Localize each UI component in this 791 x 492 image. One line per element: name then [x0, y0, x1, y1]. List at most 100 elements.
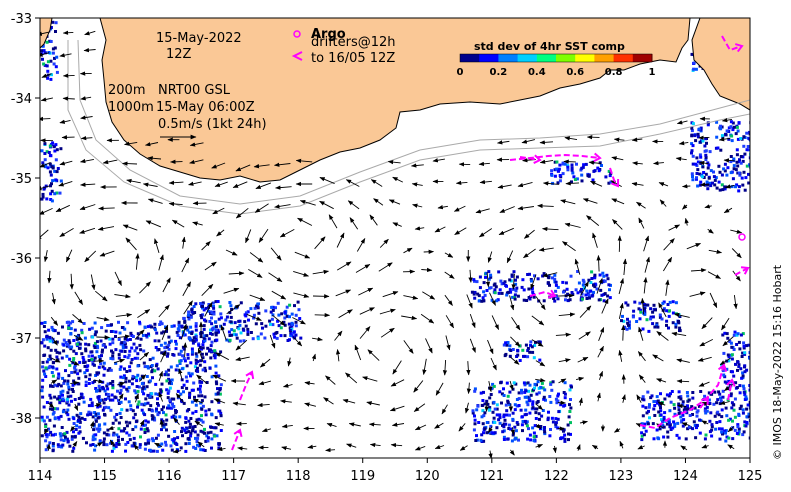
sst-pixel — [190, 308, 194, 312]
sst-pixel — [671, 321, 675, 325]
current-vector — [638, 374, 646, 383]
sst-pixel — [475, 280, 479, 284]
sst-pixel — [698, 404, 701, 408]
sst-pixel — [699, 180, 703, 184]
sst-pixel — [495, 426, 499, 430]
sst-pixel — [214, 320, 218, 324]
current-vector — [668, 224, 681, 231]
sst-pixel — [141, 389, 144, 393]
sst-pixel — [71, 320, 75, 324]
sst-pixel — [581, 278, 585, 282]
sst-pixel — [676, 421, 680, 425]
sst-pixel — [705, 409, 709, 413]
sst-pixel — [737, 189, 741, 193]
sst-pixel — [103, 413, 107, 417]
sst-pixel — [692, 67, 696, 71]
sst-pixel — [51, 365, 55, 369]
sst-pixel — [60, 445, 64, 449]
sst-pixel — [734, 132, 738, 136]
sst-pixel — [563, 437, 567, 441]
sst-pixel — [184, 431, 188, 434]
sst-pixel — [294, 313, 298, 317]
sst-pixel — [607, 181, 611, 185]
sst-pixel — [722, 351, 726, 355]
current-vector — [557, 293, 575, 298]
sst-pixel — [140, 382, 144, 386]
sst-pixel — [743, 398, 747, 401]
sst-pixel — [716, 410, 720, 414]
sst-pixel — [541, 386, 545, 390]
sst-pixel — [674, 322, 678, 326]
sst-pixel — [110, 349, 113, 353]
sst-pixel — [41, 195, 45, 199]
sst-pixel — [238, 319, 242, 323]
sst-pixel — [118, 331, 122, 335]
sst-pixel — [41, 44, 45, 48]
sst-pixel — [89, 397, 93, 401]
current-vector — [719, 400, 730, 405]
x-tick-label: 124 — [673, 469, 698, 484]
sst-pixel — [45, 401, 49, 404]
current-vector — [643, 235, 650, 252]
sst-pixel — [515, 398, 519, 401]
sst-pixel — [234, 333, 238, 337]
current-vector — [338, 309, 353, 319]
sst-pixel — [502, 394, 506, 397]
sst-pixel — [695, 423, 699, 427]
sst-pixel — [271, 323, 275, 327]
sst-pixel — [47, 151, 51, 154]
sst-pixel — [655, 401, 659, 405]
sst-pixel — [657, 410, 661, 414]
sst-pixel — [553, 160, 557, 164]
sst-pixel — [189, 361, 193, 365]
sst-pixel — [214, 333, 218, 337]
sst-pixel — [732, 125, 736, 129]
sst-pixel — [193, 365, 197, 369]
sst-pixel — [210, 316, 213, 320]
current-vector — [249, 294, 266, 301]
sst-pixel — [93, 356, 97, 360]
sst-pixel — [139, 427, 143, 431]
sst-pixel — [650, 394, 654, 398]
sst-pixel — [644, 406, 648, 410]
sst-pixel — [565, 287, 569, 291]
sst-pixel — [502, 387, 505, 391]
current-vector — [671, 331, 687, 337]
sst-pixel — [74, 368, 78, 372]
sst-pixel — [500, 291, 504, 295]
sst-pixel — [66, 408, 70, 412]
sst-pixel — [208, 349, 211, 353]
sst-pixel — [742, 170, 746, 174]
sst-pixel — [730, 401, 734, 405]
current-vector — [214, 422, 224, 427]
sst-pixel — [515, 275, 519, 279]
sst-pixel — [90, 401, 94, 405]
sst-pixel — [737, 430, 741, 434]
current-vector — [345, 372, 358, 384]
colorbar-segment — [594, 54, 615, 62]
sst-pixel — [230, 328, 234, 332]
colorbar — [459, 53, 653, 63]
current-vector — [133, 444, 139, 451]
sst-pixel — [678, 329, 682, 333]
sst-pixel — [489, 393, 493, 396]
current-vector — [253, 164, 270, 169]
sst-pixel — [741, 433, 745, 437]
sst-pixel — [112, 431, 116, 435]
sst-pixel — [246, 332, 250, 336]
sst-pixel — [495, 299, 499, 303]
sst-pixel — [45, 40, 49, 44]
sst-pixel — [679, 395, 683, 399]
sst-pixel — [67, 417, 71, 421]
sst-pixel — [130, 358, 134, 361]
sst-pixel — [156, 403, 160, 407]
current-vector — [643, 276, 648, 294]
sst-pixel — [671, 426, 675, 430]
sst-pixel — [719, 148, 723, 152]
sst-pixel — [274, 306, 277, 310]
sst-pixel — [526, 403, 530, 407]
sst-pixel — [48, 335, 52, 339]
y-tick-label: -34 — [11, 92, 32, 107]
sst-pixel — [61, 410, 65, 414]
sst-pixel — [702, 176, 706, 179]
